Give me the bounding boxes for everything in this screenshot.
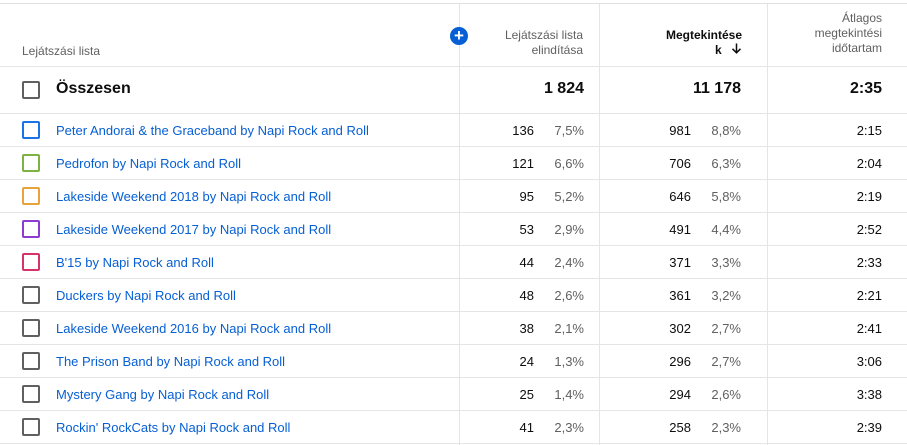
row-views: 258 xyxy=(669,420,691,435)
row-starts-pct: 2,4% xyxy=(554,255,584,270)
row-avg-duration: 2:33 xyxy=(856,255,882,270)
table-row: Lakeside Weekend 2017 by Napi Rock and R… xyxy=(0,213,907,246)
row-views-pct: 2,3% xyxy=(711,420,741,435)
row-checkbox[interactable] xyxy=(22,220,40,238)
row-avg-duration: 2:52 xyxy=(856,222,882,237)
row-views-pct: 3,3% xyxy=(711,255,741,270)
playlist-title-link[interactable]: Rockin' RockCats by Napi Rock and Roll xyxy=(56,420,291,435)
table-row: Lakeside Weekend 2018 by Napi Rock and R… xyxy=(0,180,907,213)
row-views-pct: 2,7% xyxy=(711,354,741,369)
starts-column-header[interactable]: Lejátszási lista elindítása xyxy=(504,28,583,57)
row-starts: 48 xyxy=(519,288,534,303)
row-starts: 44 xyxy=(519,255,534,270)
row-starts: 53 xyxy=(519,222,534,237)
row-starts-pct: 6,6% xyxy=(554,156,584,171)
playlist-title-link[interactable]: Pedrofon by Napi Rock and Roll xyxy=(56,156,241,171)
row-views: 361 xyxy=(669,288,691,303)
column-divider xyxy=(767,4,768,445)
playlist-title-link[interactable]: Duckers by Napi Rock and Roll xyxy=(56,288,236,303)
row-checkbox[interactable] xyxy=(22,352,40,370)
row-starts-pct: 2,9% xyxy=(554,222,584,237)
row-checkbox[interactable] xyxy=(22,319,40,337)
playlist-title-link[interactable]: The Prison Band by Napi Rock and Roll xyxy=(56,354,286,369)
total-checkbox[interactable] xyxy=(22,81,40,99)
row-avg-duration: 2:19 xyxy=(856,189,882,204)
row-starts-pct: 5,2% xyxy=(554,189,584,204)
row-avg-duration: 3:38 xyxy=(856,387,882,402)
row-checkbox[interactable] xyxy=(22,385,40,403)
row-starts: 38 xyxy=(519,321,534,336)
playlist-column-header[interactable]: Lejátszási lista xyxy=(22,44,101,58)
row-views-pct: 2,7% xyxy=(711,321,741,336)
table-row: Duckers by Napi Rock and Roll 48 2,6% 361 3,… xyxy=(0,279,907,312)
avg-view-duration-column-header[interactable]: Átlagos megtekintési időtartam xyxy=(814,11,882,55)
total-row: Összesen 1 824 11 178 2:35 xyxy=(0,67,907,114)
row-checkbox[interactable] xyxy=(22,286,40,304)
row-views: 981 xyxy=(669,123,691,138)
views-column-header[interactable]: Megtekintése k xyxy=(665,28,742,58)
row-avg-duration: 2:21 xyxy=(856,288,882,303)
row-checkbox[interactable] xyxy=(22,187,40,205)
row-views-pct: 3,2% xyxy=(711,288,741,303)
row-avg-duration: 2:39 xyxy=(856,420,882,435)
row-starts-pct: 1,4% xyxy=(554,387,584,402)
row-starts-pct: 1,3% xyxy=(554,354,584,369)
table-row: Lakeside Weekend 2016 by Napi Rock and R… xyxy=(0,312,907,345)
row-checkbox[interactable] xyxy=(22,253,40,271)
column-divider xyxy=(599,4,600,445)
table-row: Pedrofon by Napi Rock and Roll 121 6,6% 706… xyxy=(0,147,907,180)
row-views-pct: 6,3% xyxy=(711,156,741,171)
top-divider xyxy=(0,3,907,4)
row-starts-pct: 2,6% xyxy=(554,288,584,303)
row-starts: 24 xyxy=(519,354,534,369)
row-starts: 95 xyxy=(519,189,534,204)
total-starts: 1 824 xyxy=(543,80,584,97)
row-views-pct: 5,8% xyxy=(711,189,741,204)
row-starts-pct: 7,5% xyxy=(554,123,584,138)
row-views: 302 xyxy=(669,321,691,336)
table-row: The Prison Band by Napi Rock and Roll 24 1… xyxy=(0,345,907,378)
row-views: 706 xyxy=(669,156,691,171)
table-header: Lejátszási lista + Lejátszási lista elin… xyxy=(0,4,907,67)
row-views-pct: 8,8% xyxy=(711,123,741,138)
row-views: 294 xyxy=(669,387,691,402)
row-views-pct: 2,6% xyxy=(711,387,741,402)
row-views-pct: 4,4% xyxy=(711,222,741,237)
total-avg-duration: 2:35 xyxy=(849,80,882,97)
row-checkbox[interactable] xyxy=(22,418,40,436)
row-avg-duration: 2:41 xyxy=(856,321,882,336)
total-label: Összesen xyxy=(56,80,131,97)
table-row: Peter Andorai & the Graceband by Napi Ro… xyxy=(0,114,907,147)
row-starts-pct: 2,3% xyxy=(554,420,584,435)
total-views: 11 178 xyxy=(692,80,741,97)
row-starts: 136 xyxy=(512,123,534,138)
table-row: Mystery Gang by Napi Rock and Roll 25 1,4%… xyxy=(0,378,907,411)
playlist-title-link[interactable]: Peter Andorai & the Graceband by Napi Ro… xyxy=(56,123,369,138)
row-views: 646 xyxy=(669,189,691,204)
table-row: Rockin' RockCats by Napi Rock and Roll 41… xyxy=(0,411,907,444)
row-starts: 25 xyxy=(519,387,534,402)
row-checkbox[interactable] xyxy=(22,154,40,172)
row-views: 371 xyxy=(669,255,691,270)
row-avg-duration: 3:06 xyxy=(856,354,882,369)
plus-circle-icon[interactable]: + xyxy=(450,27,468,45)
playlist-title-link[interactable]: Mystery Gang by Napi Rock and Roll xyxy=(56,387,270,402)
column-divider xyxy=(459,4,460,445)
row-starts-pct: 2,1% xyxy=(554,321,584,336)
table-row: B'15 by Napi Rock and Roll 44 2,4% 371 3,3% 2… xyxy=(0,246,907,279)
row-avg-duration: 2:04 xyxy=(856,156,882,171)
playlist-title-link[interactable]: Lakeside Weekend 2017 by Napi Rock and R… xyxy=(56,222,332,237)
arrow-down-icon xyxy=(731,43,742,58)
playlist-title-link[interactable]: Lakeside Weekend 2018 by Napi Rock and R… xyxy=(56,189,332,204)
row-views: 296 xyxy=(669,354,691,369)
row-views: 491 xyxy=(669,222,691,237)
row-starts: 121 xyxy=(512,156,534,171)
row-avg-duration: 2:15 xyxy=(856,123,882,138)
playlist-title-link[interactable]: B'15 by Napi Rock and Roll xyxy=(56,255,214,270)
playlist-title-link[interactable]: Lakeside Weekend 2016 by Napi Rock and R… xyxy=(56,321,332,336)
row-checkbox[interactable] xyxy=(22,121,40,139)
row-starts: 41 xyxy=(519,420,534,435)
